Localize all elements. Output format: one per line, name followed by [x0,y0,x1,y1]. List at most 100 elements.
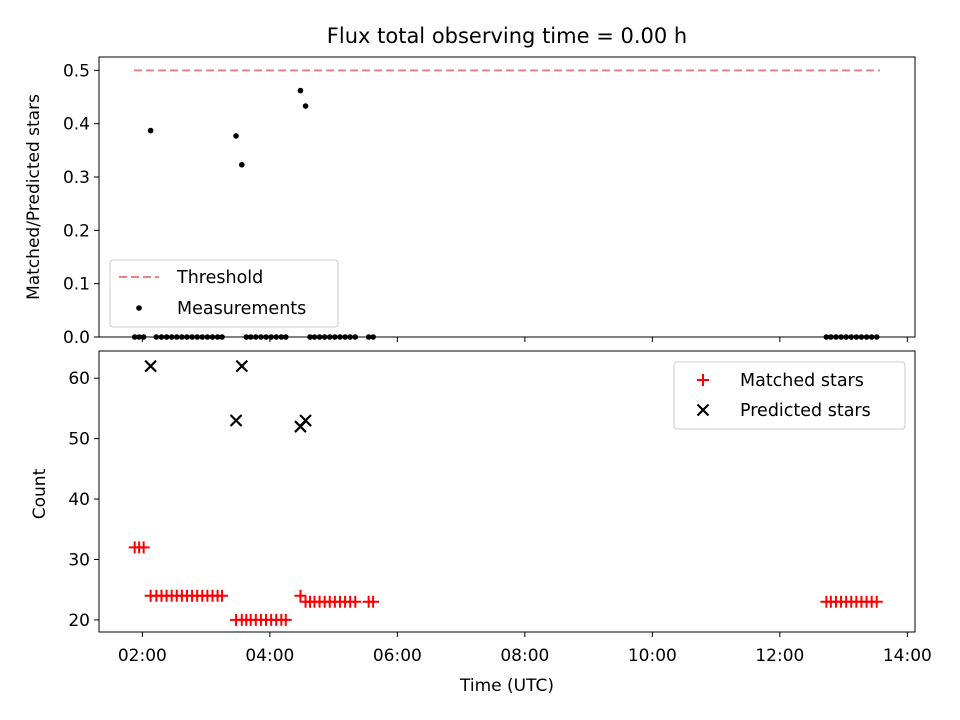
measurement-point [263,334,269,340]
measurement-point [863,334,870,340]
bottom-y-tick-label: 40 [68,490,90,510]
measurement-point [147,127,154,134]
predicted-star-point [299,414,312,427]
measurement-point [247,334,254,340]
x-tick-label: 06:00 [373,646,422,666]
measurement-point [365,334,372,340]
top-legend [109,259,339,328]
measurement-point [332,334,338,340]
measurement-point [352,334,359,340]
matched-star-point [137,541,150,554]
measurement-point [838,334,844,340]
measurement-point [199,334,206,340]
measurement-point [326,334,333,340]
predicted-star-point [235,359,249,373]
measurement-point [307,334,313,340]
bottom-y-tick-label: 50 [68,430,90,450]
measurement-point [239,161,245,168]
top-y-tick-label: 0.1 [63,275,90,295]
bottom-panel: 20 30 40 50 60 02:00 04:00 06:00 08:00 10:00 12:00… [68,350,932,666]
measurement-point [268,334,274,340]
x-tick-label: 08:00 [500,646,549,666]
measurement-point [848,334,855,340]
measurement-point [297,87,304,94]
measurement-point [168,334,175,340]
x-tick-label: 12:00 [755,646,804,666]
measurement-point [158,334,165,340]
measurement-point [253,334,259,340]
bottom-y-axis-label: Count [30,468,50,519]
legend-predicted-swatch [696,403,710,417]
bottom-y-tick-label: 20 [68,611,90,631]
x-tick-label: 14:00 [883,646,932,666]
top-y-tick-label: 0.0 [63,328,90,348]
legend-matched-label: Matched stars [740,371,864,391]
chart-title: Flux total observing time = 0.00 h [327,24,687,48]
legend-predicted-label: Predicted stars [740,401,871,421]
measurement-point [173,334,180,340]
measurement-point [321,334,328,340]
measurement-point [194,334,200,340]
measurement-point [823,334,830,340]
measurement-point [219,334,225,340]
legend-measurements-label: Measurements [177,299,306,319]
x-tick-label: 04:00 [245,646,294,666]
x-axis-label: Time (UTC) [459,676,554,696]
measurement-point [233,133,239,139]
measurement-point [209,334,216,340]
measurement-point [337,334,343,340]
measurement-point [214,334,221,340]
top-y-tick-label: 0.5 [63,61,90,81]
bottom-plot-frame [98,350,916,633]
measurement-point [311,334,318,340]
measurement-point [858,334,865,340]
measurement-point [131,334,138,340]
measurement-point [828,334,834,340]
predicted-star-point [144,359,157,373]
measurement-point [873,334,880,340]
legend-matched-swatch [697,374,709,386]
bottom-y-tick-label: 60 [68,369,90,389]
measurement-point [833,334,839,340]
top-panel: 0.0 0.1 0.2 0.3 0.4 0.5 Threshold Measurements [63,56,916,348]
bottom-legend [673,361,906,430]
measurement-point [342,334,348,340]
measurement-point [853,334,860,340]
x-tick-label: 10:00 [628,646,677,666]
matched-star-point [367,595,380,608]
matched-star-point [870,595,883,608]
measurement-point [184,334,190,340]
measurement-point [153,334,160,340]
measurement-point [843,334,849,340]
measurement-point [243,334,250,340]
measurement-point [282,334,289,340]
legend-threshold-label: Threshold [176,268,263,288]
measurement-point [136,334,142,340]
top-y-tick-label: 0.4 [63,115,90,135]
measurement-point [316,334,323,340]
matched-star-point [279,613,292,626]
measurement-point [189,334,195,340]
matched-star-point [294,589,307,602]
measurement-point [258,334,264,340]
legend-measurements-swatch [136,305,142,311]
top-y-axis-label: Matched/Predicted stars [24,94,44,300]
top-y-tick-label: 0.2 [63,221,90,241]
measurement-point [140,334,147,340]
measurement-point [204,334,211,340]
measurement-point [302,103,309,109]
bottom-y-tick-label: 30 [68,550,90,570]
matched-star-point [349,595,362,608]
top-y-tick-label: 0.3 [63,168,90,188]
matched-star-point [216,589,229,602]
x-tick-label: 02:00 [118,646,167,666]
measurement-point [163,334,170,340]
measurement-point [273,334,280,340]
predicted-star-point [229,414,243,427]
measurement-point [868,334,875,340]
measurement-point [370,334,376,340]
measurement-point [179,334,185,340]
measurement-point [278,334,285,340]
